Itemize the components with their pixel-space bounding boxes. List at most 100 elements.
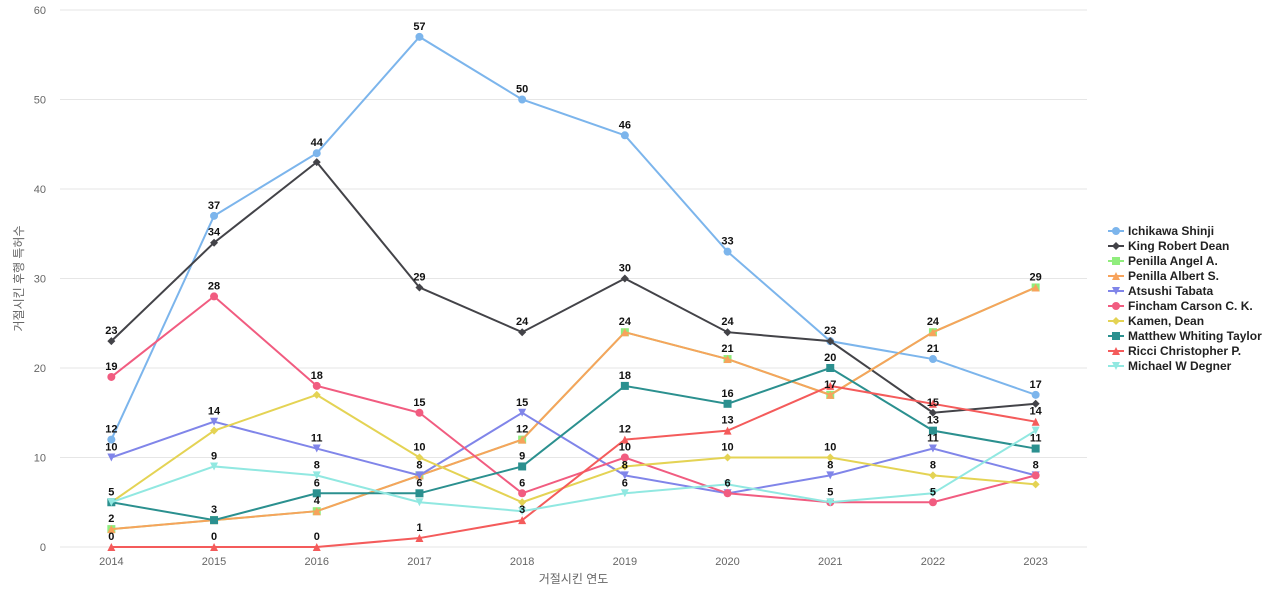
- legend-item[interactable]: Penilla Albert S.: [1108, 269, 1219, 283]
- data-point[interactable]: [928, 498, 937, 507]
- data-point[interactable]: [312, 381, 321, 390]
- series-line[interactable]: [111, 384, 1036, 548]
- data-point[interactable]: [518, 507, 527, 516]
- data-point[interactable]: [312, 444, 321, 453]
- data-point[interactable]: [210, 238, 219, 247]
- legend-item[interactable]: Ichikawa Shinji: [1108, 224, 1214, 238]
- data-point[interactable]: [620, 274, 629, 283]
- series-line[interactable]: [110, 160, 1036, 414]
- data-point[interactable]: [620, 462, 629, 471]
- data-point[interactable]: [928, 408, 937, 417]
- data-point[interactable]: [928, 399, 937, 408]
- data-point[interactable]: [415, 489, 424, 498]
- legend-item[interactable]: Atsushi Tabata: [1108, 284, 1213, 298]
- data-point[interactable]: [723, 480, 732, 489]
- data-point[interactable]: [1031, 480, 1040, 489]
- data-point[interactable]: [620, 489, 629, 498]
- data-point[interactable]: [928, 444, 937, 453]
- series-line[interactable]: [111, 366, 1036, 522]
- data-point[interactable]: [312, 489, 321, 498]
- legend-item[interactable]: Penilla Angel A.: [1108, 254, 1218, 268]
- data-point[interactable]: [107, 525, 116, 534]
- data-point[interactable]: [210, 426, 219, 435]
- data-point[interactable]: [518, 408, 527, 417]
- data-point[interactable]: [210, 292, 219, 301]
- data-point[interactable]: [107, 372, 116, 381]
- series-line[interactable]: [111, 411, 1036, 495]
- data-point[interactable]: [723, 489, 732, 498]
- legend-item[interactable]: Fincham Carson C. K.: [1108, 299, 1253, 313]
- data-point[interactable]: [210, 462, 219, 471]
- data-point[interactable]: [1031, 426, 1040, 435]
- data-point[interactable]: [723, 328, 732, 337]
- series-line[interactable]: [111, 286, 1037, 531]
- data-point[interactable]: [415, 471, 424, 480]
- data-point[interactable]: [620, 471, 629, 480]
- data-point[interactable]: [210, 417, 219, 426]
- data-point[interactable]: [928, 489, 937, 498]
- series-line[interactable]: [110, 35, 1036, 441]
- series-line[interactable]: [110, 393, 1036, 504]
- data-point[interactable]: [723, 399, 732, 408]
- series-line[interactable]: [111, 429, 1037, 513]
- data-point[interactable]: [620, 328, 629, 337]
- data-point[interactable]: [415, 32, 424, 41]
- data-point[interactable]: [415, 453, 424, 462]
- data-point[interactable]: [415, 498, 424, 507]
- data-point[interactable]: [723, 426, 732, 435]
- data-point[interactable]: [415, 283, 424, 292]
- data-point[interactable]: [518, 516, 527, 525]
- data-point[interactable]: [826, 364, 835, 372]
- data-point[interactable]: [518, 95, 527, 104]
- data-point[interactable]: [210, 516, 219, 525]
- data-point[interactable]: [826, 471, 835, 480]
- data-point[interactable]: [928, 355, 937, 364]
- data-point[interactable]: [1031, 444, 1040, 453]
- legend-item[interactable]: Kamen, Dean: [1108, 314, 1204, 328]
- data-point[interactable]: [107, 453, 116, 462]
- data-point[interactable]: [107, 337, 116, 346]
- data-point[interactable]: [1031, 471, 1040, 480]
- data-point[interactable]: [312, 471, 321, 480]
- data-point[interactable]: [826, 381, 835, 390]
- data-point[interactable]: [312, 158, 321, 167]
- data-point[interactable]: [1031, 283, 1040, 292]
- legend-item[interactable]: King Robert Dean: [1108, 239, 1229, 253]
- data-point[interactable]: [620, 381, 629, 390]
- data-point[interactable]: [928, 471, 937, 480]
- data-point[interactable]: [1031, 399, 1040, 408]
- data-point[interactable]: [928, 328, 937, 337]
- data-point[interactable]: [107, 435, 116, 444]
- legend-item[interactable]: Michael W Degner: [1108, 359, 1232, 373]
- data-point[interactable]: [723, 355, 732, 364]
- data-point[interactable]: [826, 390, 835, 399]
- data-point[interactable]: [518, 489, 527, 498]
- data-point[interactable]: [518, 328, 527, 337]
- data-point[interactable]: [107, 543, 116, 551]
- data-point[interactable]: [210, 543, 219, 551]
- data-point[interactable]: [620, 131, 629, 140]
- data-point[interactable]: [826, 498, 835, 507]
- series-line[interactable]: [110, 295, 1036, 504]
- data-point[interactable]: [107, 498, 116, 507]
- data-point[interactable]: [928, 426, 937, 435]
- data-point[interactable]: [518, 462, 527, 471]
- data-point[interactable]: [826, 453, 835, 462]
- data-point[interactable]: [1031, 390, 1040, 399]
- legend-item[interactable]: Matthew Whiting Taylor: [1108, 329, 1262, 343]
- data-point[interactable]: [312, 149, 321, 158]
- data-point[interactable]: [620, 435, 629, 444]
- data-point[interactable]: [620, 453, 629, 462]
- legend-item[interactable]: Ricci Christopher P.: [1108, 344, 1241, 358]
- data-point[interactable]: [518, 498, 527, 507]
- data-point[interactable]: [723, 453, 732, 462]
- data-point[interactable]: [312, 390, 321, 399]
- data-point[interactable]: [826, 337, 835, 346]
- data-point[interactable]: [415, 534, 424, 543]
- data-point[interactable]: [210, 211, 219, 220]
- data-point[interactable]: [312, 507, 321, 516]
- data-point[interactable]: [312, 543, 321, 551]
- data-point[interactable]: [415, 408, 424, 417]
- data-point[interactable]: [518, 435, 527, 444]
